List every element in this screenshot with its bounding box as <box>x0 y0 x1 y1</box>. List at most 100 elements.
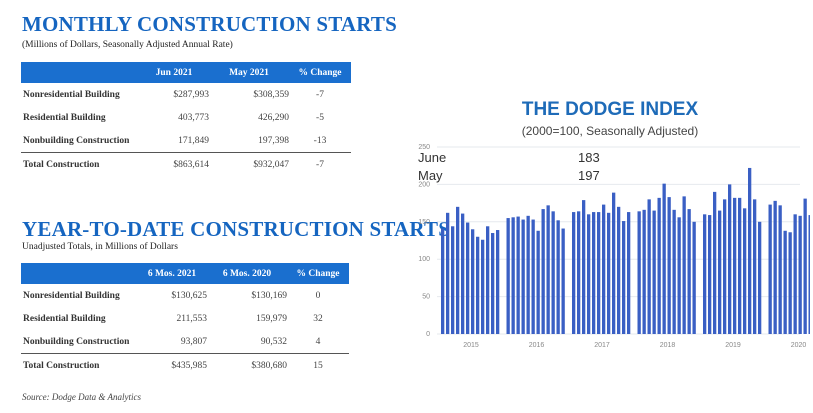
ytd-subtitle: Unadjusted Totals, in Millions of Dollar… <box>22 242 178 252</box>
bar <box>778 205 782 334</box>
bar <box>612 192 616 334</box>
bar <box>511 217 515 334</box>
bar <box>587 214 591 334</box>
table-row-total: Total Construction $435,985 $380,680 15 <box>21 353 349 377</box>
x-year-label: 2019 <box>725 342 741 349</box>
bar <box>743 208 747 334</box>
bar <box>728 184 732 334</box>
bar <box>622 221 626 334</box>
bar <box>466 222 470 334</box>
bar <box>476 236 480 334</box>
header-col: % Change <box>287 263 349 284</box>
bar <box>521 219 525 334</box>
table-row: Nonresidential Building $287,993 $308,359-… <box>23 89 324 100</box>
bar <box>723 199 727 334</box>
table-row: Residential Building 403,773 426,290 -5 <box>23 112 324 123</box>
table-row: Nonresidential Building $130,625 $130,169 0 <box>23 290 321 301</box>
bar <box>441 228 445 334</box>
bar <box>718 210 722 334</box>
bar <box>531 219 535 334</box>
y-tick-label: 100 <box>418 256 430 263</box>
monthly-subtitle: (Millions of Dollars, Seasonally Adjuste… <box>22 40 233 50</box>
bar <box>667 197 671 334</box>
bar <box>803 198 807 334</box>
bar <box>602 204 606 334</box>
x-year-label: 2017 <box>594 342 610 349</box>
bar <box>713 191 717 334</box>
table-header: Jun 2021 May 2021 % Change <box>21 62 351 83</box>
ytd-title: YEAR-TO-DATE CONSTRUCTION STARTS <box>22 217 451 241</box>
bar <box>652 210 656 334</box>
bar <box>536 230 540 334</box>
legend-value: 197 <box>578 168 600 183</box>
table-row-total: Total Construction $863,614 $932,047 -7 <box>21 152 351 176</box>
chart-title: THE DODGE INDEX <box>521 99 699 120</box>
bar <box>788 232 792 334</box>
y-tick-label: 150 <box>418 219 430 226</box>
bar <box>471 229 475 334</box>
bar <box>753 199 757 334</box>
bar <box>642 209 646 334</box>
bar <box>773 200 777 334</box>
bar <box>672 209 676 334</box>
legend-label: June <box>418 150 446 165</box>
bar <box>526 215 530 334</box>
bar <box>496 230 500 334</box>
header-col: % Change <box>289 62 351 83</box>
x-year-label: 2015 <box>463 342 479 349</box>
dodge-index-chart: 0501001502002502015201620172018201920202… <box>418 144 810 349</box>
ytd-table: 6 Mos. 2021 6 Mos. 2020 % Change Nonresi… <box>21 263 349 377</box>
bar <box>451 226 455 334</box>
header-col: Jun 2021 <box>139 62 209 83</box>
legend-label: May <box>418 168 443 183</box>
bar <box>572 212 576 334</box>
bar <box>783 230 787 334</box>
header-blank <box>21 62 139 83</box>
table-row: Residential Building 211,553 159,979 32 <box>23 313 323 324</box>
bar <box>768 204 772 334</box>
bar <box>682 196 686 334</box>
legend-value: 183 <box>578 150 600 165</box>
bar <box>481 239 485 334</box>
table-row: Nonbuilding Construction 171,849 197,398 -1… <box>23 135 327 146</box>
bar <box>657 197 661 334</box>
bar <box>617 206 621 334</box>
bar <box>506 218 510 334</box>
y-tick-label: 0 <box>426 331 430 338</box>
monthly-table: Jun 2021 May 2021 % Change Nonresidentia… <box>21 62 351 176</box>
monthly-title: MONTHLY CONSTRUCTION STARTS <box>22 12 397 36</box>
bar <box>491 233 495 334</box>
x-year-label: 2016 <box>529 342 545 349</box>
bar <box>627 212 631 334</box>
x-year-label: 2020 <box>791 342 807 349</box>
bar <box>516 216 520 334</box>
bar <box>582 200 586 334</box>
bar <box>597 212 601 334</box>
bar <box>808 215 810 334</box>
bar <box>738 197 742 334</box>
header-blank <box>21 263 137 284</box>
bar <box>546 205 550 334</box>
bar <box>592 212 596 334</box>
y-tick-label: 250 <box>418 144 430 151</box>
bar <box>456 206 460 334</box>
bar <box>692 221 696 334</box>
bar <box>561 228 565 334</box>
bar <box>607 212 611 334</box>
table-header: 6 Mos. 2021 6 Mos. 2020 % Change <box>21 263 349 284</box>
bar <box>677 217 681 334</box>
bar <box>703 214 707 334</box>
bar <box>708 215 712 334</box>
bar <box>662 183 666 334</box>
bar <box>637 211 641 334</box>
bar <box>486 226 490 334</box>
table-row: Nonbuilding Construction 93,807 90,532 4 <box>23 336 321 347</box>
bar <box>461 213 465 334</box>
bar <box>793 214 797 334</box>
bar <box>551 211 555 334</box>
bar <box>798 215 802 334</box>
y-tick-label: 50 <box>422 294 430 301</box>
bar <box>541 209 545 334</box>
header-col: 6 Mos. 2021 <box>137 263 207 284</box>
bar <box>577 211 581 334</box>
